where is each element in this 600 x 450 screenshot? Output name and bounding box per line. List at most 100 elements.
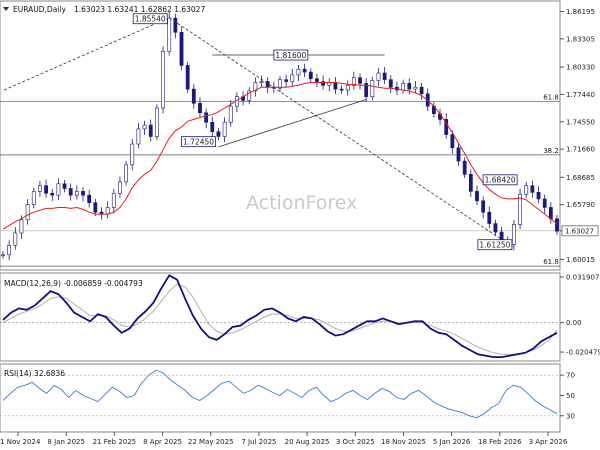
candle-body <box>524 185 529 195</box>
x-tick-label: 3 Oct 2025 <box>336 438 375 446</box>
candle-body <box>339 88 344 91</box>
candle-body <box>167 17 172 52</box>
candle-body <box>142 124 147 130</box>
candle-body <box>253 82 258 92</box>
price-y-tick-label: 1.86195 <box>566 8 595 16</box>
candle-body <box>493 223 498 233</box>
candle-body <box>542 198 547 208</box>
candle-body <box>315 78 319 82</box>
price-y-tick-label: 1.80330 <box>566 64 595 72</box>
current-price-box <box>561 225 599 237</box>
price-title: EURAUD,Daily <box>13 5 66 14</box>
rsi-line <box>2 369 558 419</box>
candle-body <box>111 192 116 208</box>
candle-body <box>364 83 369 97</box>
candle-body <box>530 185 535 193</box>
rsi-y-tick-label: 70 <box>566 372 575 380</box>
candle-body <box>93 202 98 213</box>
candle-body <box>358 77 362 84</box>
candle-body <box>487 211 492 224</box>
x-tick-label: 21 Nov 2024 <box>0 438 41 446</box>
rsi-panel-frame <box>0 363 561 433</box>
candle-body <box>456 147 461 162</box>
candle-body <box>87 194 92 204</box>
price-y-tick-label: 1.65790 <box>566 201 595 209</box>
key-level-label: 1.72450 <box>183 137 214 146</box>
candle-body <box>444 119 449 135</box>
candle-body <box>321 81 325 86</box>
candle-body <box>74 191 79 196</box>
candle-body <box>136 128 141 145</box>
x-tick-label: 18 Feb 2026 <box>478 438 522 446</box>
x-tick-label: 8 Jan 2025 <box>47 438 85 446</box>
key-level-box <box>482 174 518 186</box>
price-y-tick-label: 1.83305 <box>566 35 595 43</box>
candle-body <box>407 83 412 90</box>
candle-body <box>222 121 227 137</box>
candle-body <box>548 207 553 220</box>
candle-body <box>62 183 67 189</box>
candle-body <box>462 160 467 175</box>
x-tick-label: 3 Apr 2026 <box>529 438 568 446</box>
key-level-box <box>181 136 216 148</box>
candle-body <box>13 232 18 246</box>
candle-body <box>450 134 455 149</box>
candle-body <box>68 188 73 196</box>
x-tick-label: 5 Jan 2026 <box>433 438 471 446</box>
x-tick-label: 8 Apr 2025 <box>143 438 182 446</box>
candle-body <box>468 174 473 192</box>
price-y-tick-label: 1.68685 <box>566 174 595 182</box>
candle-body <box>44 185 48 194</box>
rsi-title: RSI(14) 32.6836 <box>4 369 65 378</box>
candle-body <box>419 86 424 95</box>
key-level-label: 1.61250 <box>479 240 510 249</box>
support-trend-line <box>218 99 367 148</box>
current-price-tag: 1.63027 <box>561 225 599 237</box>
key-level-callout: 1.85540 <box>132 13 168 25</box>
key-level-label: 1.68420 <box>485 176 516 185</box>
candle-body <box>259 81 264 83</box>
candle-body <box>185 65 190 90</box>
candle-body <box>31 191 36 205</box>
candle-body <box>512 224 516 245</box>
candle-body <box>154 107 159 137</box>
candle-body <box>179 31 184 66</box>
key-level-box <box>132 13 168 25</box>
moving-average-line <box>2 82 558 230</box>
macd-y-tick-label: 0.031907 <box>566 273 599 281</box>
candle-body <box>345 85 350 91</box>
candle-body <box>148 124 153 137</box>
current-price-label: 1.63027 <box>565 227 594 235</box>
key-level-callout: 1.68420 <box>482 174 518 186</box>
candle-body <box>173 17 178 33</box>
x-tick-label: 20 Aug 2025 <box>285 438 330 446</box>
candle-body <box>296 68 301 76</box>
candle-body <box>130 143 135 166</box>
rsi-y-tick-label: 50 <box>566 392 575 400</box>
price-panel-frame <box>0 0 561 271</box>
candle-body <box>118 181 122 194</box>
macd-y-tick-label: 0.00 <box>566 319 582 327</box>
watermark: ActionForex <box>246 192 357 214</box>
key-level-callout: 1.81600 <box>273 49 309 61</box>
candle-body <box>388 79 393 88</box>
candle-body <box>382 72 387 80</box>
fib-level-label: 61.8 <box>543 258 559 266</box>
macd-layer <box>2 274 558 358</box>
candle-body <box>536 192 541 200</box>
price-y-tick-label: 1.77440 <box>566 91 595 99</box>
candle-body <box>370 80 375 97</box>
key-level-box <box>273 49 309 61</box>
candle-body <box>38 185 42 192</box>
candle-body <box>204 112 209 123</box>
key-level-box <box>477 239 513 251</box>
candle-body <box>333 82 338 90</box>
candle-body <box>216 131 221 137</box>
menu-triangle-icon[interactable] <box>3 7 9 11</box>
ohlc-readout: 1.63023 1.63241 1.62862 1.63027 <box>74 5 205 14</box>
price-y-tick-label: 1.74550 <box>566 118 595 126</box>
x-tick-label: 18 Nov 2025 <box>381 438 426 446</box>
candle-body <box>105 207 110 215</box>
